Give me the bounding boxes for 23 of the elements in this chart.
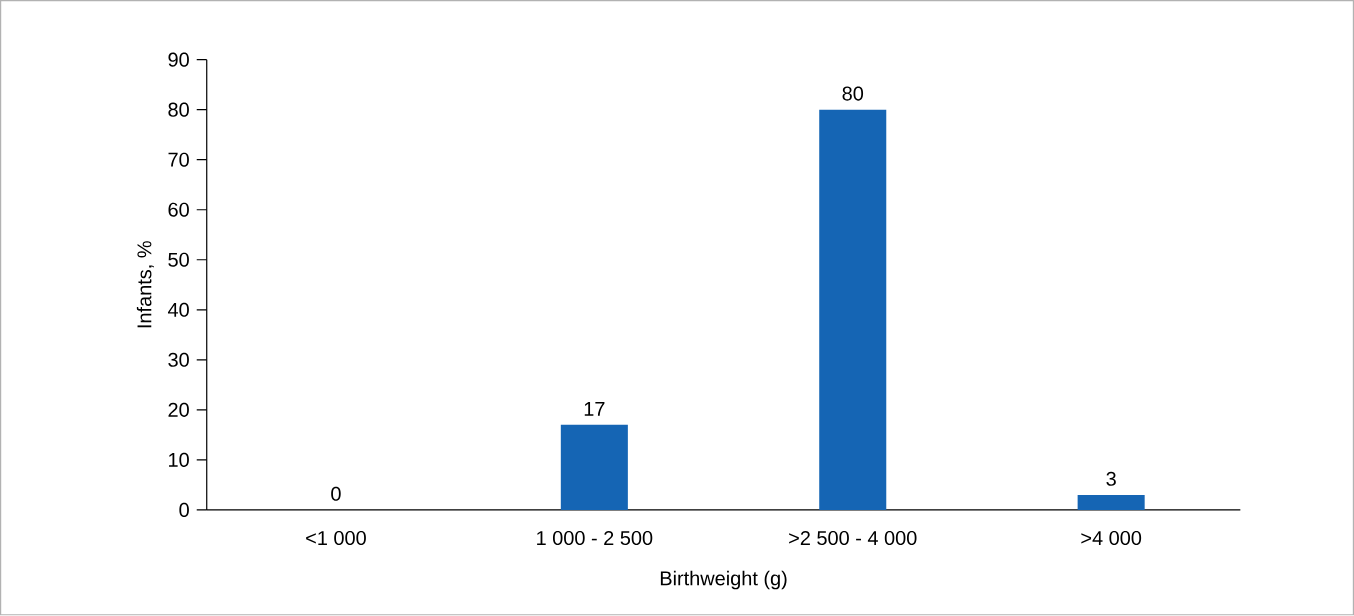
y-tick-label: 10 [169, 453, 189, 468]
y-tick-label: 90 [168, 52, 189, 67]
x-axis-title: Birthweight (g) [660, 570, 787, 590]
data-label: 80 [842, 86, 864, 101]
data-label: 0 [331, 486, 341, 502]
x-tick-label: 1 000 - 2 500 [537, 531, 653, 546]
data-label: 17 [584, 402, 605, 417]
y-tick-label: 70 [168, 152, 189, 167]
y-tick-label: 50 [168, 252, 189, 268]
y-tick-label: 80 [168, 102, 189, 117]
bar [819, 109, 887, 511]
y-tick-label: 30 [168, 352, 189, 368]
bar [560, 425, 628, 511]
y-tick-label: 40 [167, 302, 189, 318]
x-tick-label: >2 500 - 4 000 [789, 531, 917, 546]
bar [1077, 495, 1145, 511]
x-tick-label: <1 000 [306, 531, 366, 546]
data-label: 3 [1106, 471, 1116, 487]
y-axis-title: Infants, % [136, 241, 154, 328]
x-tick-label: >4 000 [1081, 531, 1142, 546]
y-tick-label: 0 [179, 503, 189, 518]
y-tick-label: 60 [168, 202, 189, 217]
y-tick-label: 20 [168, 403, 189, 418]
